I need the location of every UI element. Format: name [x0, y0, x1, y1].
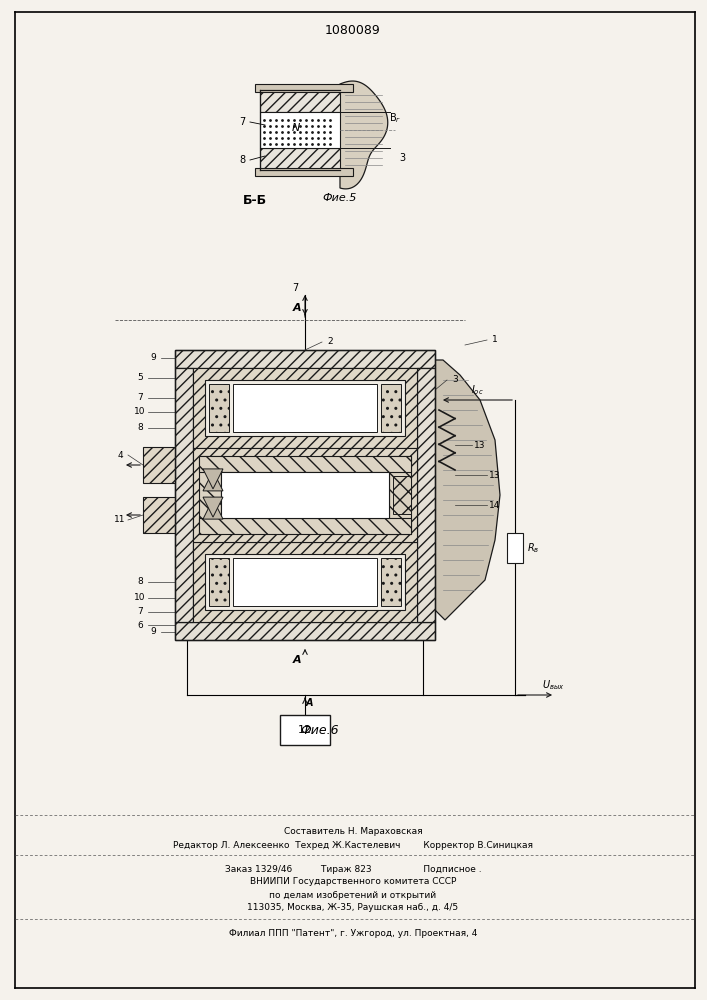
Bar [209, 384, 229, 432]
Text: Б-Б: Б-Б [243, 194, 267, 207]
Text: ВНИИПИ Государственного комитета СССР: ВНИИПИ Государственного комитета СССР [250, 878, 456, 886]
Text: Филиал ППП "Патент", г. Ужгород, ул. Проектная, 4: Филиал ППП "Патент", г. Ужгород, ул. Про… [229, 928, 477, 938]
Text: Фие.5: Фие.5 [323, 193, 357, 203]
Text: $R_в$: $R_в$ [527, 541, 539, 555]
Bar [507, 533, 523, 563]
Text: $I_{ос}$: $I_{ос}$ [471, 383, 484, 397]
Bar [233, 384, 377, 432]
Text: 5: 5 [137, 373, 143, 382]
Bar [199, 456, 221, 534]
Text: 7: 7 [239, 117, 245, 127]
Text: 13: 13 [474, 440, 486, 450]
Text: 3: 3 [399, 153, 405, 163]
Text: 1: 1 [492, 336, 498, 344]
Polygon shape [203, 499, 223, 519]
Bar [175, 350, 435, 640]
Text: 8: 8 [239, 155, 245, 165]
Text: Редактор Л. Алексеенко  Техред Ж.Кастелевич        Корректор В.Синицкая: Редактор Л. Алексеенко Техред Ж.Кастелев… [173, 840, 533, 850]
Text: 7: 7 [137, 607, 143, 616]
Bar [255, 168, 353, 176]
Bar [393, 476, 411, 514]
Bar [205, 554, 405, 610]
Bar [260, 148, 340, 170]
Text: 8: 8 [137, 578, 143, 586]
Bar [260, 90, 340, 112]
Text: $U_{вых}$: $U_{вых}$ [542, 678, 564, 692]
Bar [199, 518, 411, 534]
Text: Заказ 1329/46          Тираж 823                  Подписное .: Заказ 1329/46 Тираж 823 Подписное . [225, 864, 481, 874]
Bar [199, 456, 411, 472]
Text: 10: 10 [134, 408, 146, 416]
Bar [175, 368, 193, 622]
Bar [175, 350, 435, 368]
Bar [221, 472, 389, 518]
Polygon shape [340, 81, 387, 189]
Polygon shape [203, 469, 223, 489]
Text: 14: 14 [489, 500, 501, 510]
Bar [193, 448, 417, 542]
Bar [193, 542, 417, 622]
Bar [280, 715, 330, 745]
Text: 9: 9 [150, 354, 156, 362]
Bar [381, 384, 401, 432]
Bar [260, 112, 340, 148]
Text: 6: 6 [137, 620, 143, 630]
Bar [381, 558, 401, 606]
Text: 12: 12 [298, 725, 312, 735]
Text: 7: 7 [137, 393, 143, 402]
Text: A: A [305, 698, 312, 708]
Bar [417, 368, 435, 622]
Text: 13: 13 [489, 471, 501, 480]
Text: N: N [292, 123, 300, 133]
Text: Составитель Н. Мараховская: Составитель Н. Мараховская [284, 826, 422, 836]
Polygon shape [203, 497, 223, 517]
Text: A: A [293, 655, 301, 665]
Text: 7: 7 [292, 283, 298, 293]
Text: 9: 9 [150, 628, 156, 637]
Bar [143, 447, 175, 483]
Bar [143, 497, 175, 533]
Text: 3: 3 [452, 375, 458, 384]
Text: 113035, Москва, Ж-35, Раушская наб., д. 4/5: 113035, Москва, Ж-35, Раушская наб., д. … [247, 904, 459, 912]
Polygon shape [203, 471, 223, 491]
Text: 10: 10 [134, 593, 146, 602]
Bar [209, 558, 229, 606]
Bar [175, 622, 435, 640]
Text: 11: 11 [115, 516, 126, 524]
Text: 1080089: 1080089 [325, 23, 381, 36]
Bar [205, 380, 405, 436]
Text: A: A [293, 303, 301, 313]
Bar [233, 558, 377, 606]
Text: Фие.6: Фие.6 [300, 724, 339, 736]
Bar [389, 456, 411, 534]
Bar [193, 368, 417, 448]
Text: 4: 4 [117, 450, 123, 460]
Bar [255, 84, 353, 92]
Text: B$_г$: B$_г$ [389, 111, 401, 125]
Polygon shape [435, 360, 500, 620]
Text: по делам изобретений и открытий: по делам изобретений и открытий [269, 890, 436, 900]
Text: 8: 8 [137, 424, 143, 432]
Text: 2: 2 [327, 338, 333, 347]
